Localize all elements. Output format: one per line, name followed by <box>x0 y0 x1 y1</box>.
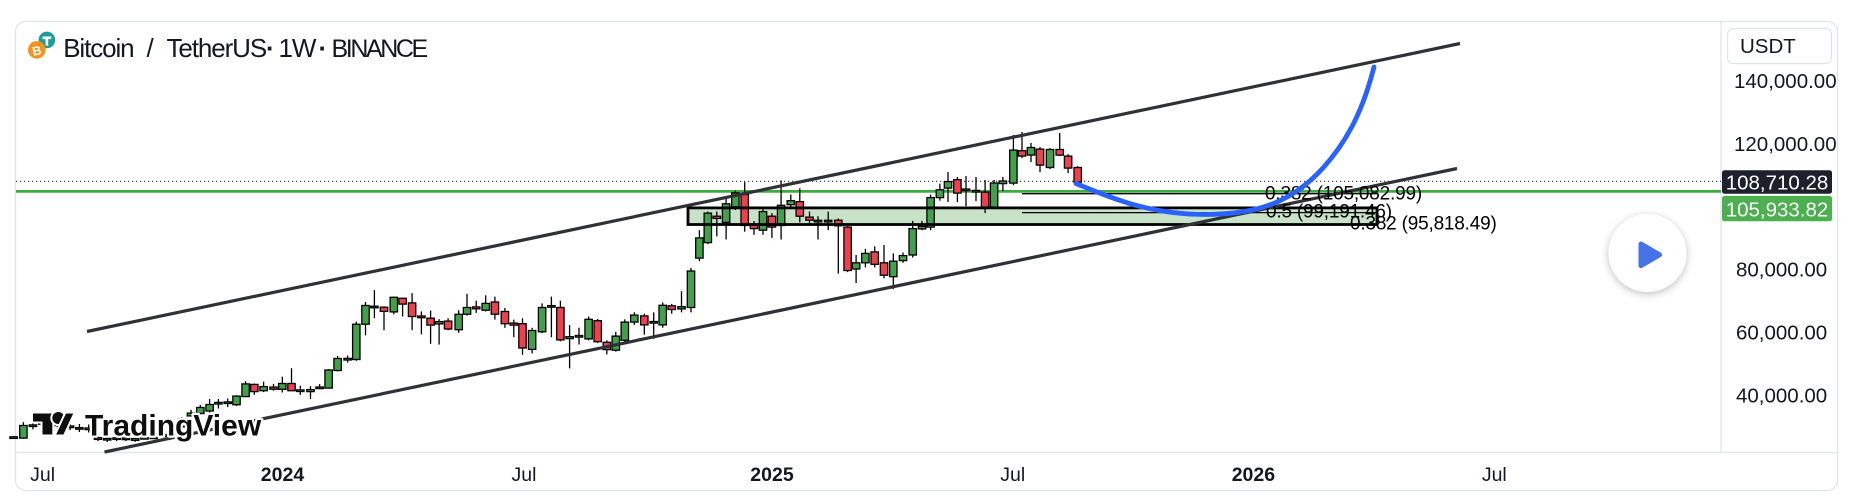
svg-text:Jul: Jul <box>1482 464 1507 486</box>
svg-text:TradingView: TradingView <box>85 409 262 442</box>
svg-text:Bitcoin: Bitcoin <box>63 33 133 63</box>
svg-text:108,710.28: 108,710.28 <box>1726 172 1829 195</box>
svg-text:1W: 1W <box>279 33 317 63</box>
svg-text:0.5 (99,191.46): 0.5 (99,191.46) <box>1266 202 1392 223</box>
svg-text:TetherUS: TetherUS <box>167 33 267 63</box>
svg-text:0.382 (95,818.49): 0.382 (95,818.49) <box>1350 214 1497 235</box>
svg-text:·: · <box>319 33 327 63</box>
svg-text:0.382 (105,082.99): 0.382 (105,082.99) <box>1265 184 1422 205</box>
svg-text:80,000.00: 80,000.00 <box>1736 259 1827 282</box>
svg-text:2025: 2025 <box>750 464 794 486</box>
svg-text:/: / <box>147 33 155 63</box>
svg-text:·: · <box>266 33 274 63</box>
svg-text:Jul: Jul <box>1000 464 1025 486</box>
svg-text:2026: 2026 <box>1232 464 1276 486</box>
svg-text:40,000.00: 40,000.00 <box>1736 385 1827 408</box>
svg-text:60,000.00: 60,000.00 <box>1736 322 1827 345</box>
svg-text:2024: 2024 <box>261 464 305 486</box>
svg-text:B: B <box>31 43 43 59</box>
svg-text:Jul: Jul <box>30 464 55 486</box>
svg-text:140,000.00: 140,000.00 <box>1734 70 1837 93</box>
svg-text:Jul: Jul <box>512 464 537 486</box>
svg-text:105,933.82: 105,933.82 <box>1726 199 1829 222</box>
svg-text:USDT: USDT <box>1740 35 1796 58</box>
svg-text:BINANCE: BINANCE <box>332 35 428 63</box>
svg-text:120,000.00: 120,000.00 <box>1734 133 1837 156</box>
